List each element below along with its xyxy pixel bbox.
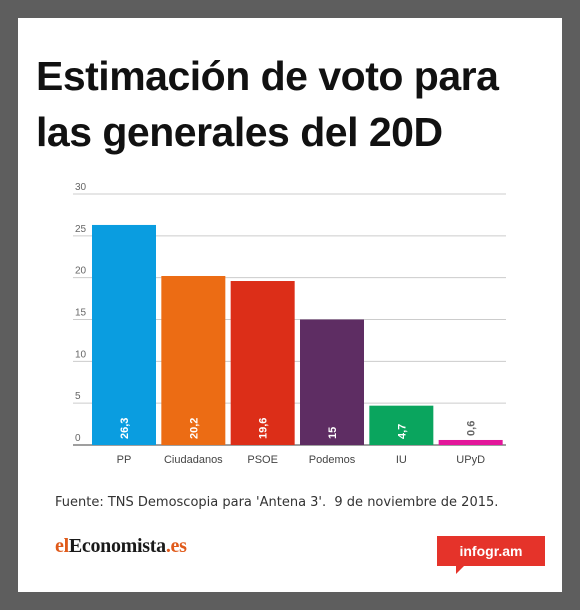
bar-chart: 0 5 10 15 20 25 30 26,3 PP 20,2 Ciudadanos 19,6 PSOE… [73,182,506,466]
chart-title: Estimación de voto para las generales de… [36,53,499,155]
infogram-badge-tail [456,564,466,574]
y-tick-label: 30 [75,182,87,193]
y-tick-label: 5 [75,391,81,402]
category-label: Ciudadanos [164,454,223,466]
bar-psoe[interactable] [230,281,295,445]
value-label: 15 [327,427,339,439]
y-tick-label: 20 [75,266,87,277]
bar-ciudadanos[interactable] [161,275,226,445]
category-label: PP [117,454,132,466]
chart-card: Estimación de voto para las generales de… [18,18,562,592]
category-label: UPyD [456,454,485,466]
category-label: IU [396,454,407,466]
value-label: 20,2 [188,418,200,439]
bar-podemos[interactable] [300,319,364,446]
value-label: 26,3 [119,418,131,439]
logo-part-el: el [55,535,69,557]
value-label: 4,7 [396,424,408,439]
logo-part-economista: Economista [68,535,166,557]
infogram-badge[interactable]: infogr.am [437,536,545,566]
eleconomista-logo[interactable]: elEconomista.es [55,535,187,558]
value-label: 0,6 [466,421,478,436]
logo-part-es: .es [165,535,187,557]
value-label: 19,6 [258,418,270,439]
bar-iu[interactable] [369,405,434,445]
bar-upyd[interactable] [438,439,503,445]
y-tick-label: 0 [75,433,81,444]
y-tick-label: 25 [75,224,87,235]
source-note: Fuente: TNS Demoscopia para 'Antena 3'. … [55,495,499,510]
y-tick-label: 15 [75,308,87,319]
bar-pp[interactable] [92,224,156,445]
y-tick-label: 10 [75,349,87,360]
category-label: Podemos [309,454,356,466]
category-label: PSOE [247,454,278,466]
